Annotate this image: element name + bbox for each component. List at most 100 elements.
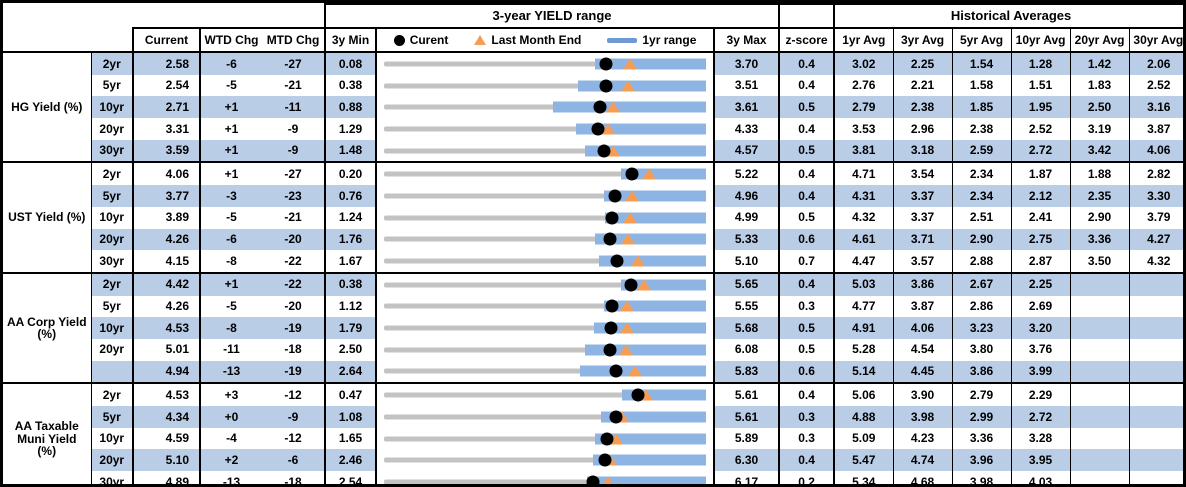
range-chart xyxy=(377,164,712,185)
wtd-chg-cell: +3 xyxy=(200,382,262,406)
zscore-cell: 0.4 xyxy=(779,51,836,75)
wtd-chg-cell: -5 xyxy=(226,299,237,314)
current-cell: 4.53 xyxy=(133,382,201,406)
range-track-3y xyxy=(384,303,707,309)
range-track-3y xyxy=(384,236,707,242)
avg-cell: 4.31 xyxy=(834,185,894,207)
current-cell: 4.53 xyxy=(133,317,201,339)
range-chart-cell xyxy=(376,185,716,207)
max-3y-cell: 5.55 xyxy=(714,295,781,318)
tenor-cell: 20yr xyxy=(91,338,134,361)
avg-cell: 5.06 xyxy=(834,382,894,406)
mtd-col-header: MTD Chg xyxy=(262,27,327,53)
range-chart-cell xyxy=(376,206,716,229)
avg-cell xyxy=(1070,471,1130,484)
range-bar-1yr xyxy=(592,454,707,466)
current-marker xyxy=(603,232,617,246)
range-chart-cell xyxy=(376,338,716,361)
avg-cell: 1.28 xyxy=(1011,51,1071,75)
avg-cell xyxy=(1129,471,1183,484)
range-track-3y xyxy=(384,282,707,288)
last-month-end-marker xyxy=(628,365,643,377)
current-marker xyxy=(593,100,607,114)
table-row: 20yr 5.01 -11 -18 2.50 6.08 0.5 5.28 4.54 3.80 3.7… xyxy=(3,338,1183,361)
mtd-chg-cell: -27 xyxy=(262,51,327,75)
mtd-chg-cell: -9 xyxy=(262,118,327,140)
range-track-3y xyxy=(384,325,707,331)
current-marker xyxy=(608,189,622,203)
range-chart-cell xyxy=(376,96,716,119)
avg-cell: 2.38 xyxy=(952,118,1012,140)
avg-cell: 3.98 xyxy=(893,406,953,428)
wtd-chg-cell: +2 xyxy=(200,449,262,472)
range-chart xyxy=(377,118,712,140)
avg-cell: 3.99 xyxy=(1011,360,1071,384)
avg-cell: 3.80 xyxy=(952,338,1012,361)
max-3y-cell: 4.33 xyxy=(714,118,781,140)
range-chart-cell xyxy=(376,317,716,339)
yield-range-title: 3-year YIELD range xyxy=(324,3,781,29)
min-3y-cell: 0.88 xyxy=(325,96,378,119)
current-cell: 3.89 xyxy=(133,206,201,229)
current-cell: 3.59 xyxy=(133,139,201,163)
chart-legend-cell: Curent Last Month End 1yr range xyxy=(375,27,716,53)
avg-cell: 4.32 xyxy=(1147,253,1171,268)
range-chart xyxy=(377,140,712,162)
mtd-chg-cell: -6 xyxy=(262,449,327,472)
zscore-cell: 0.7 xyxy=(779,250,836,273)
range-bar-1yr xyxy=(621,279,707,291)
avg-cell: 2.75 xyxy=(1011,228,1071,251)
range-bar-1yr xyxy=(594,322,707,334)
current-marker xyxy=(599,79,613,93)
range-chart xyxy=(377,96,712,118)
wtd-chg-cell: -11 xyxy=(223,342,240,357)
current-marker xyxy=(631,388,645,402)
current-cell: 4.94 xyxy=(133,360,201,384)
table-row: 30yr 4.15 -8 -22 1.67 5.10 0.7 4.47 3.57 2.88 2.87… xyxy=(3,250,1183,273)
avg-cell xyxy=(1070,271,1130,296)
avg-cell: 2.96 xyxy=(893,118,953,140)
min-3y-cell: 0.20 xyxy=(325,161,378,186)
current-marker xyxy=(624,278,638,292)
wtd-chg-cell: -8 xyxy=(200,317,262,339)
avg-cell: 3.36 xyxy=(952,427,1012,450)
current-cell: 4.15 xyxy=(133,250,201,273)
avg-cell: 1.88 xyxy=(1070,161,1130,186)
range-track-3y xyxy=(384,126,707,132)
current-marker xyxy=(605,211,619,225)
avg-col-header-3yr: 3yr Avg xyxy=(892,27,953,53)
max-3y-cell: 5.65 xyxy=(714,271,781,296)
legend-1yr-range: 1yr range xyxy=(607,34,696,47)
avg-cell: 4.71 xyxy=(834,161,894,186)
avg-cell: 3.36 xyxy=(1070,228,1130,251)
tenor-cell: 2yr xyxy=(91,51,134,75)
min-3y-cell: 2.46 xyxy=(325,449,378,472)
range-track-3y xyxy=(384,347,707,353)
current-marker xyxy=(598,453,612,467)
max-3y-cell: 5.22 xyxy=(714,161,781,186)
tenor-cell: 2yr xyxy=(91,161,134,186)
avg-cell: 2.12 xyxy=(1011,185,1071,207)
zscore-cell: 0.5 xyxy=(779,338,836,361)
section-label: AA Taxable Muni Yield (%) xyxy=(3,382,92,484)
range-chart xyxy=(377,54,712,75)
max-3y-cell: 6.30 xyxy=(714,449,781,472)
avg-cell xyxy=(1070,295,1130,318)
range-chart xyxy=(377,229,712,251)
range-track-3y xyxy=(384,171,707,177)
avg-cell: 2.34 xyxy=(952,161,1012,186)
range-track-3y xyxy=(384,392,707,398)
range-chart-cell xyxy=(376,271,716,296)
last-month-end-marker xyxy=(609,433,624,445)
max-3y-cell: 6.17 xyxy=(714,471,781,484)
avg-cell: 5.14 xyxy=(834,360,894,384)
table-row: 20yr 5.10 +2 -6 2.46 6.30 0.4 5.47 4.74 3.96 3.95 xyxy=(3,449,1183,472)
range-chart-cell xyxy=(376,51,716,75)
current-cell: 4.42 xyxy=(133,271,201,296)
zscore-cell: 0.4 xyxy=(779,74,836,97)
wtd-chg-cell: -13 xyxy=(200,360,262,384)
range-track-3y xyxy=(384,215,707,221)
max-3y-cell: 4.99 xyxy=(714,206,781,229)
range-chart-cell xyxy=(376,161,716,186)
avg-cell: 4.91 xyxy=(834,317,894,339)
